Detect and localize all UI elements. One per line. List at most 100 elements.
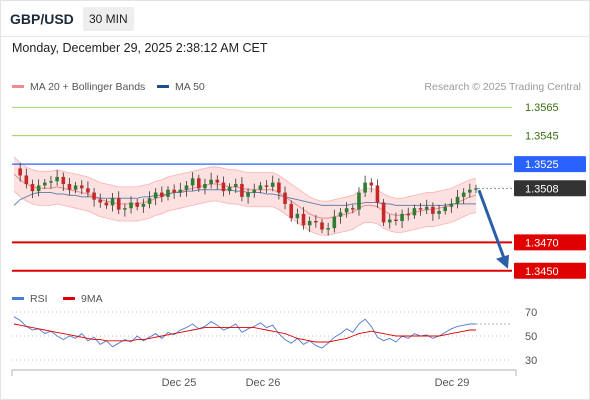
timeframe-button[interactable]: 30 MIN <box>83 7 134 31</box>
candle <box>246 188 250 204</box>
ma50-line <box>13 189 476 206</box>
candle-body <box>104 202 109 206</box>
candle-body <box>209 179 213 185</box>
candle <box>98 193 103 208</box>
level-value-text: 1.3545 <box>525 131 559 143</box>
candle-body <box>67 184 72 190</box>
bollinger-lower-line <box>13 190 477 236</box>
candle <box>344 202 349 218</box>
candle <box>172 184 176 199</box>
candle <box>190 172 195 191</box>
bollinger-upper-line <box>13 156 477 202</box>
top-bar: GBP/USD 30 MIN <box>0 0 590 36</box>
candle <box>326 222 330 236</box>
candle <box>61 172 66 191</box>
candle-body <box>344 208 349 213</box>
candle <box>277 178 281 200</box>
candle-body <box>24 175 29 185</box>
level-value-text: 1.3508 <box>525 183 559 195</box>
ma20-swatch <box>12 84 24 88</box>
header-divider <box>0 36 590 37</box>
rsi-9ma-line <box>13 323 476 343</box>
candle <box>307 216 312 233</box>
candle <box>166 186 170 201</box>
time-tick-label: Dec 29 <box>435 377 470 389</box>
rsi-line <box>13 316 476 349</box>
candle <box>264 180 269 193</box>
level-label-resistance: 1.3565 <box>525 102 559 114</box>
candle-body <box>314 221 318 223</box>
candle-body <box>437 211 441 214</box>
level-label-resistance: 1.3545 <box>525 131 559 143</box>
candle-body <box>455 196 460 204</box>
candle <box>215 175 220 190</box>
candle <box>227 183 232 195</box>
candle <box>79 180 84 195</box>
candle-body <box>73 185 78 190</box>
candle <box>233 178 238 193</box>
candle-body <box>301 213 306 226</box>
candle-body <box>92 192 96 200</box>
candle-body <box>412 208 417 216</box>
level-value-text: 1.3470 <box>525 237 559 249</box>
candle-body <box>61 176 66 185</box>
candles <box>18 163 478 236</box>
candle-body <box>468 189 472 193</box>
candle-body <box>375 185 380 203</box>
candle <box>412 204 417 219</box>
legend-ma50-label: MA 50 <box>175 81 205 93</box>
candle-body <box>178 189 183 193</box>
candle <box>110 192 115 212</box>
candle-body <box>431 206 435 214</box>
candle <box>270 175 275 192</box>
candle <box>49 175 53 189</box>
candle-body <box>116 198 121 210</box>
candle-body <box>424 206 429 210</box>
candle-body <box>283 192 287 204</box>
candle <box>67 177 72 195</box>
candle <box>104 198 109 209</box>
bollinger-band-fill <box>14 157 476 236</box>
candle <box>351 204 355 214</box>
candle <box>221 176 226 197</box>
level-tag-box <box>514 234 586 251</box>
legend-ma20-label: MA 20 + Bollinger Bands <box>30 81 146 93</box>
candle <box>160 186 164 203</box>
candle-body <box>406 213 411 216</box>
candle-body <box>264 185 269 187</box>
candle <box>86 181 90 197</box>
rsi-swatch <box>12 296 24 300</box>
rsi-tick-label: 70 <box>525 307 537 319</box>
candle <box>123 203 127 217</box>
candle-body <box>474 188 478 190</box>
candle <box>178 182 183 197</box>
candle-body <box>172 189 176 193</box>
candle-body <box>246 192 250 197</box>
candle-body <box>357 192 361 210</box>
candle-body <box>135 202 139 207</box>
candle <box>437 204 441 220</box>
candle-body <box>79 185 84 189</box>
candle <box>197 174 201 192</box>
candle-body <box>289 203 293 219</box>
candle <box>443 203 447 215</box>
candle-body <box>351 208 355 210</box>
candle <box>418 202 423 216</box>
level-value-text: 1.3450 <box>525 266 559 278</box>
candle <box>474 184 478 194</box>
ma50-swatch <box>157 84 169 88</box>
candle <box>301 206 306 230</box>
currency-pair-title: GBP/USD <box>10 11 74 27</box>
legend-ma50: MA 50 <box>157 81 205 93</box>
candle-body <box>129 202 133 209</box>
candle <box>431 202 435 221</box>
candle <box>381 198 386 226</box>
legend-9ma: 9MA <box>63 293 103 305</box>
rsi-tick-label: 50 <box>525 331 537 343</box>
candle <box>252 183 257 198</box>
candle <box>461 188 466 204</box>
legend-9ma-label: 9MA <box>81 293 103 305</box>
candle <box>394 212 398 226</box>
time-tick-label: Dec 26 <box>246 377 281 389</box>
